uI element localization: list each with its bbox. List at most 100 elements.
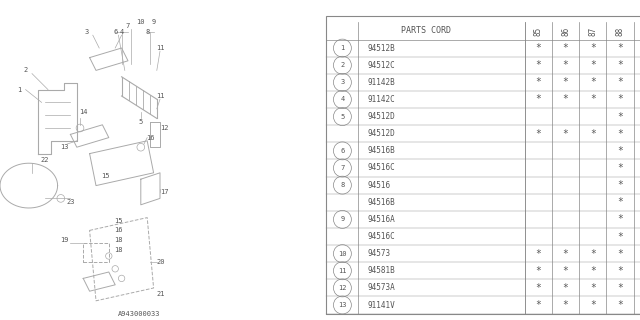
Text: 3: 3 bbox=[340, 79, 344, 85]
Text: *: * bbox=[590, 249, 596, 259]
Text: *: * bbox=[590, 77, 596, 87]
Text: 13: 13 bbox=[338, 302, 347, 308]
Text: 94516B: 94516B bbox=[368, 198, 396, 207]
Text: 16: 16 bbox=[114, 228, 123, 233]
Text: 11: 11 bbox=[156, 93, 164, 99]
Text: *: * bbox=[617, 146, 623, 156]
Text: 23: 23 bbox=[66, 199, 75, 204]
Text: *: * bbox=[563, 300, 568, 310]
Text: *: * bbox=[617, 231, 623, 242]
Text: 94581B: 94581B bbox=[368, 266, 396, 275]
Text: 1: 1 bbox=[17, 87, 21, 92]
Text: *: * bbox=[617, 163, 623, 173]
Text: *: * bbox=[536, 249, 541, 259]
Text: *: * bbox=[617, 112, 623, 122]
Text: 9: 9 bbox=[152, 20, 156, 25]
Text: *: * bbox=[617, 77, 623, 87]
Text: 8: 8 bbox=[145, 29, 149, 35]
Text: 12: 12 bbox=[338, 285, 347, 291]
Text: 85: 85 bbox=[534, 26, 543, 36]
Text: *: * bbox=[563, 43, 568, 53]
Text: *: * bbox=[563, 266, 568, 276]
Text: 11: 11 bbox=[156, 45, 164, 51]
Text: *: * bbox=[590, 94, 596, 105]
Text: 21: 21 bbox=[0, 180, 1, 185]
Text: 94516C: 94516C bbox=[368, 232, 396, 241]
Text: 86: 86 bbox=[561, 26, 570, 36]
Text: 6: 6 bbox=[113, 29, 117, 35]
Text: *: * bbox=[590, 60, 596, 70]
Text: *: * bbox=[563, 77, 568, 87]
Text: 94573A: 94573A bbox=[368, 284, 396, 292]
Text: 6: 6 bbox=[340, 148, 344, 154]
Text: *: * bbox=[536, 129, 541, 139]
Text: 8: 8 bbox=[340, 182, 344, 188]
Text: 91141V: 91141V bbox=[368, 300, 396, 309]
Text: *: * bbox=[590, 129, 596, 139]
Text: 94573: 94573 bbox=[368, 249, 391, 258]
Text: 94512B: 94512B bbox=[368, 44, 396, 52]
Text: A943000033: A943000033 bbox=[118, 311, 160, 316]
Text: 2: 2 bbox=[24, 68, 28, 73]
Text: 94512D: 94512D bbox=[368, 129, 396, 138]
Text: 21: 21 bbox=[157, 292, 165, 297]
Text: 94516: 94516 bbox=[368, 180, 391, 190]
Text: *: * bbox=[536, 43, 541, 53]
Text: 13: 13 bbox=[60, 144, 68, 150]
Text: 91142C: 91142C bbox=[368, 95, 396, 104]
Text: *: * bbox=[590, 283, 596, 293]
Text: *: * bbox=[536, 266, 541, 276]
Text: 7: 7 bbox=[126, 23, 130, 28]
Text: 17: 17 bbox=[160, 189, 168, 195]
Text: 2: 2 bbox=[340, 62, 344, 68]
Text: 19: 19 bbox=[60, 237, 68, 243]
Text: PARTS CORD: PARTS CORD bbox=[401, 27, 451, 36]
Text: *: * bbox=[617, 129, 623, 139]
Text: 7: 7 bbox=[340, 165, 344, 171]
Text: 12: 12 bbox=[160, 125, 168, 131]
Text: 11: 11 bbox=[338, 268, 347, 274]
Text: *: * bbox=[617, 197, 623, 207]
Text: 94516B: 94516B bbox=[368, 146, 396, 156]
Text: *: * bbox=[617, 60, 623, 70]
Text: 22: 22 bbox=[40, 157, 49, 163]
Text: 10: 10 bbox=[136, 20, 145, 25]
Text: *: * bbox=[563, 94, 568, 105]
Text: *: * bbox=[617, 300, 623, 310]
Text: 3: 3 bbox=[84, 29, 88, 35]
Text: *: * bbox=[590, 266, 596, 276]
Text: 88: 88 bbox=[616, 26, 625, 36]
Text: 9: 9 bbox=[340, 216, 344, 222]
Text: 18: 18 bbox=[114, 237, 123, 243]
Text: *: * bbox=[563, 60, 568, 70]
Text: 10: 10 bbox=[338, 251, 347, 257]
Text: *: * bbox=[536, 300, 541, 310]
Text: 94512C: 94512C bbox=[368, 61, 396, 70]
Text: *: * bbox=[536, 77, 541, 87]
Text: *: * bbox=[536, 94, 541, 105]
Text: 1: 1 bbox=[340, 45, 344, 51]
Text: *: * bbox=[590, 43, 596, 53]
Text: *: * bbox=[617, 283, 623, 293]
Text: 94516A: 94516A bbox=[368, 215, 396, 224]
Text: 20: 20 bbox=[157, 260, 165, 265]
Text: 87: 87 bbox=[588, 26, 597, 36]
Text: 18: 18 bbox=[114, 247, 123, 252]
Text: *: * bbox=[617, 94, 623, 105]
Text: *: * bbox=[590, 300, 596, 310]
Text: *: * bbox=[563, 283, 568, 293]
Text: 16: 16 bbox=[146, 135, 155, 140]
Text: 5: 5 bbox=[340, 114, 344, 120]
Text: *: * bbox=[536, 60, 541, 70]
Text: 15: 15 bbox=[101, 173, 110, 179]
Text: *: * bbox=[563, 129, 568, 139]
Text: 14: 14 bbox=[79, 109, 88, 115]
Text: 15: 15 bbox=[114, 218, 123, 224]
Text: *: * bbox=[617, 266, 623, 276]
Text: 94516C: 94516C bbox=[368, 164, 396, 172]
Text: *: * bbox=[617, 180, 623, 190]
Text: 4: 4 bbox=[120, 29, 124, 35]
Text: *: * bbox=[536, 283, 541, 293]
Text: 4: 4 bbox=[340, 97, 344, 102]
Text: 5: 5 bbox=[139, 119, 143, 124]
